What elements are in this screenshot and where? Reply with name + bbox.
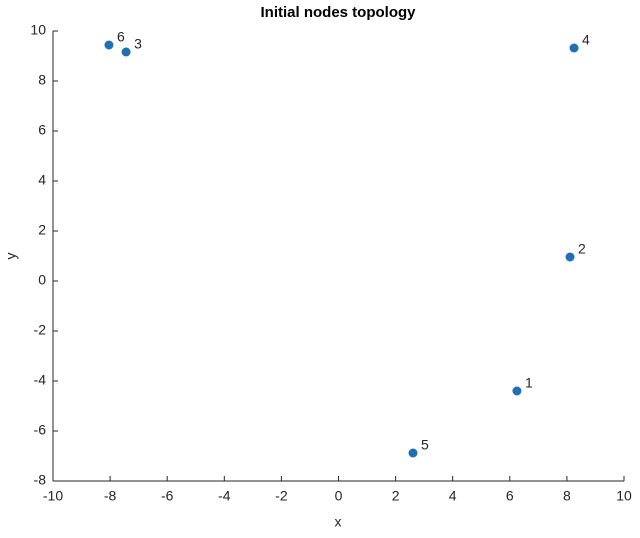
x-tick-label: 2 [392, 488, 400, 504]
x-tick-label: 10 [616, 488, 632, 504]
x-tick-label: -4 [218, 488, 231, 504]
y-tick-label: 4 [38, 172, 46, 188]
point-label: 2 [578, 241, 586, 257]
chart-title: Initial nodes topology [261, 4, 417, 21]
x-axis-label: x [335, 514, 342, 530]
point [569, 43, 579, 53]
point-label: 1 [525, 375, 533, 391]
point-label: 5 [421, 437, 429, 453]
x-tick-label: -8 [104, 488, 117, 504]
y-tick-label: -4 [34, 372, 47, 388]
y-tick-label: 6 [38, 122, 46, 138]
y-tick-label: 0 [38, 272, 46, 288]
y-tick-label: -8 [34, 472, 47, 488]
point [512, 386, 522, 396]
x-tick-label: 4 [449, 488, 457, 504]
y-tick-label: -6 [34, 422, 47, 438]
point [565, 252, 575, 262]
y-tick-label: 10 [30, 22, 46, 38]
x-tick-label: 0 [335, 488, 343, 504]
point [408, 448, 418, 458]
point-label: 4 [582, 32, 590, 48]
x-tick-label: 8 [563, 488, 571, 504]
point-label: 6 [117, 29, 125, 45]
point-label: 3 [134, 36, 142, 52]
point [104, 40, 114, 50]
y-axis-label: y [3, 253, 19, 260]
x-tick-label: -2 [275, 488, 288, 504]
x-tick-label: 6 [506, 488, 514, 504]
y-tick-label: 2 [38, 222, 46, 238]
x-tick-label: -6 [161, 488, 174, 504]
point [121, 47, 131, 57]
y-tick-label: -2 [34, 322, 47, 338]
x-tick-label: -10 [43, 488, 63, 504]
y-tick-label: 8 [38, 72, 46, 88]
